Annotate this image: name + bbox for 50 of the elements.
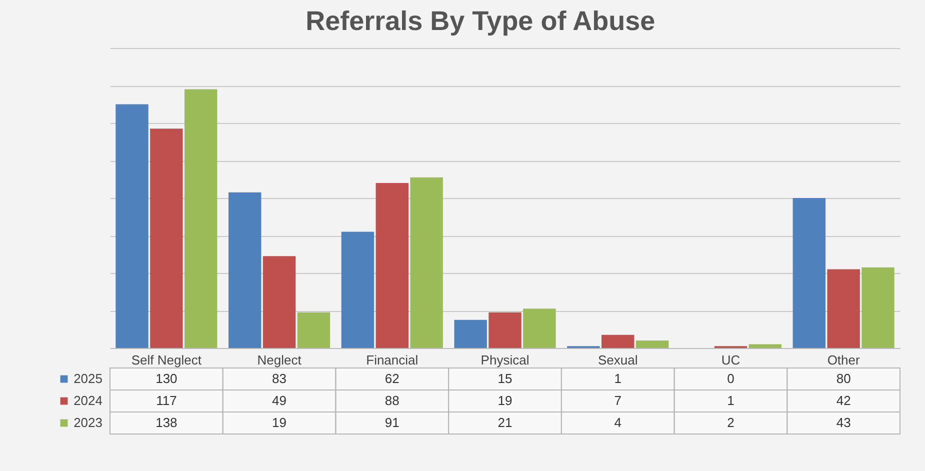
data-label: 1: [727, 393, 734, 408]
bar: [636, 340, 669, 348]
data-label: 2: [727, 415, 734, 430]
bar: [341, 232, 374, 348]
data-label: 62: [384, 371, 400, 386]
x-tick-label: Physical: [480, 352, 530, 368]
data-label: 15: [498, 371, 512, 386]
bar: [376, 183, 408, 348]
bar: [827, 269, 860, 348]
data-label: 91: [384, 415, 400, 430]
x-tick-label: UC: [721, 352, 740, 368]
bar: [602, 334, 634, 348]
x-tick-label: Sexual: [598, 352, 638, 368]
data-label: 19: [272, 415, 287, 430]
bar: [228, 192, 262, 348]
bar: [184, 89, 218, 348]
chart-title: Referrals By Type of Abuse: [306, 6, 656, 36]
x-tick-label: Neglect: [257, 352, 302, 368]
legend-label: 2025: [74, 371, 102, 386]
data-label: 83: [272, 371, 287, 386]
bar: [410, 177, 443, 348]
x-tick-label: Other: [827, 352, 860, 368]
data-label: 21: [498, 415, 512, 430]
data-label: 80: [836, 371, 851, 386]
bar: [488, 312, 522, 348]
bar: [792, 198, 826, 348]
data-label: 4: [614, 415, 622, 430]
data-label: 19: [498, 393, 512, 408]
bar: [862, 267, 894, 348]
legend-label: 2024: [74, 393, 102, 408]
bar: [748, 344, 782, 348]
x-tick-label: Self Neglect: [131, 352, 202, 368]
data-label: 42: [836, 393, 851, 408]
data-label: 0: [727, 371, 734, 386]
data-label: 138: [156, 415, 178, 430]
legend-label: 2023: [74, 415, 102, 430]
data-label: 88: [384, 393, 400, 408]
bar: [150, 128, 183, 348]
data-label: 7: [614, 393, 622, 408]
bar: [454, 320, 487, 348]
data-label: 49: [272, 393, 287, 408]
bar: [297, 312, 330, 348]
bar: [262, 256, 296, 348]
x-tick-label: Financial: [366, 352, 418, 368]
bar: [116, 104, 148, 348]
bar: [523, 308, 556, 348]
data-label: 130: [156, 371, 178, 386]
data-label: 117: [156, 393, 177, 408]
data-label: 43: [836, 415, 851, 430]
data-label: 1: [614, 371, 622, 386]
